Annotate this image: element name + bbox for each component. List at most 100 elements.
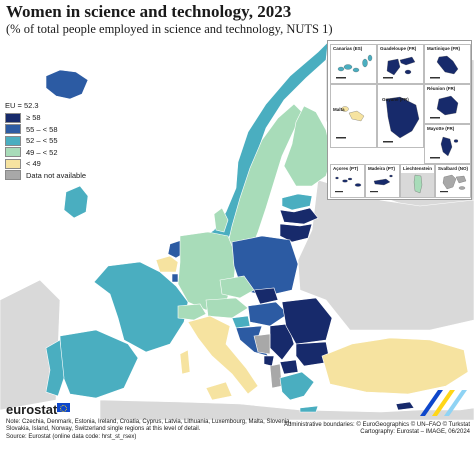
- island-shape: [436, 95, 459, 116]
- inset-canarias: Canarias (ES): [330, 44, 377, 84]
- scale-bar: [430, 117, 440, 119]
- eurostat-logo: eurostat: [6, 402, 58, 417]
- island-shape: [342, 179, 348, 183]
- island-shape: [347, 177, 353, 181]
- legend-eu-average: EU = 52.3: [5, 101, 39, 110]
- inset-label: Svalbard (NO): [438, 166, 469, 171]
- region-switzerland: [177, 303, 207, 321]
- region-belgium: [155, 255, 179, 273]
- region-denmark: [213, 207, 229, 233]
- region-bosnia-and-herzegovina: [253, 333, 271, 355]
- note-text: Note: Czechia, Denmark, Estonia, Ireland…: [6, 419, 292, 433]
- legend-label: 49 – < 52: [26, 147, 58, 157]
- region-slovenia: [231, 315, 251, 329]
- inset-malta-shapes: [341, 106, 365, 122]
- inset-acores: Açores (PT): [330, 164, 365, 198]
- legend-swatch: [5, 170, 21, 181]
- region-slovakia: [253, 287, 279, 305]
- legend-label: 52 – < 55: [26, 136, 58, 146]
- eu-flag-icon: [57, 403, 70, 412]
- scale-bar: [430, 77, 440, 79]
- scale-bar: [370, 191, 378, 193]
- region-spain: [59, 329, 139, 399]
- inset-canarias-shapes: [337, 54, 373, 73]
- island-shape: [354, 183, 362, 187]
- island-shape: [343, 64, 353, 70]
- scale-bar: [383, 77, 393, 79]
- legend-swatch: [5, 135, 21, 146]
- island-shape: [413, 174, 423, 194]
- scale-bar: [336, 77, 346, 79]
- region-latvia: [279, 207, 319, 225]
- credits-boundaries: Administrative boundaries: © EuroGeograp…: [283, 422, 470, 428]
- island-shape: [352, 67, 360, 73]
- inset-acores-shapes: [335, 176, 362, 187]
- inset-madeira-shapes: [373, 174, 393, 186]
- region-north-macedonia: [279, 359, 299, 375]
- inset-label: Madeira (PT): [368, 166, 396, 171]
- island-shape: [436, 55, 459, 75]
- inset-label: Guadeloupe (FR): [380, 46, 417, 51]
- region-t-rkiye: [321, 337, 469, 395]
- region-estonia: [281, 193, 313, 211]
- map-title: Women in science and technology, 2023: [6, 2, 292, 21]
- region-italy: [179, 315, 259, 401]
- inset-label: Malta: [333, 107, 345, 112]
- inset-madeira: Madeira (PT): [365, 164, 400, 198]
- inset-svalbard-shapes: [442, 174, 467, 190]
- inset-mayotte-shapes: [440, 136, 459, 157]
- legend-swatch: [5, 112, 21, 123]
- region-iceland: [45, 69, 89, 100]
- island-shape: [455, 175, 467, 184]
- region-portugal: [45, 339, 65, 397]
- inset-label: Açores (PT): [333, 166, 359, 171]
- inset-martinique-shapes: [436, 55, 459, 75]
- inset-label: Réunion (FR): [427, 86, 456, 91]
- region-bulgaria: [295, 341, 331, 367]
- scale-bar: [335, 191, 343, 193]
- scale-bar: [430, 157, 440, 159]
- region-montenegro: [263, 355, 275, 367]
- map-subtitle: (% of total people employed in science a…: [6, 22, 333, 36]
- legend-label: < 49: [26, 159, 41, 169]
- source-text: Source: Eurostat (online data code: hrst…: [6, 433, 137, 440]
- footnote: Note: Czechia, Denmark, Estonia, Ireland…: [6, 419, 306, 441]
- island-shape: [335, 176, 339, 180]
- legend-label: ≥ 58: [26, 113, 41, 123]
- inset-label: Martinique (FR): [427, 46, 460, 51]
- island-shape: [442, 174, 457, 190]
- inset-label: Canarias (ES): [333, 46, 363, 51]
- island-shape: [440, 136, 453, 157]
- inset-malta: Malta: [330, 84, 377, 148]
- island-shape: [385, 96, 420, 139]
- inset-martinique: Martinique (FR): [424, 44, 471, 84]
- island-shape: [389, 174, 393, 178]
- legend-item: Data not available: [5, 170, 86, 182]
- legend-label: 55 – < 58: [26, 124, 58, 134]
- legend-item: < 49: [5, 158, 86, 170]
- region-ireland: [63, 185, 89, 219]
- legend-swatch: [5, 124, 21, 135]
- legend-label: Data not available: [26, 170, 87, 180]
- legend-item: 55 – < 58: [5, 124, 86, 136]
- scale-bar: [383, 141, 393, 143]
- inset-reunion: Réunion (FR): [424, 84, 471, 124]
- scale-bar: [440, 191, 448, 193]
- inset-panel: Canarias (ES) Guadeloupe (FR) Martinique…: [327, 40, 472, 200]
- non-eu-land: [99, 399, 474, 421]
- legend-swatch: [5, 147, 21, 158]
- legend-item: 52 – < 55: [5, 135, 86, 147]
- inset-liechtenstein-shapes: [413, 174, 423, 194]
- island-shape: [348, 110, 365, 122]
- island-shape: [399, 56, 416, 66]
- inset-guadeloupe-shapes: [386, 56, 416, 76]
- scale-bar: [336, 137, 346, 139]
- corner-decoration: [420, 390, 467, 416]
- island-shape: [362, 58, 368, 68]
- legend-swatch: [5, 158, 21, 169]
- non-eu-land: [297, 179, 474, 331]
- region-czechia: [219, 275, 255, 299]
- region-albania: [269, 363, 283, 389]
- island-shape: [404, 69, 412, 75]
- island-shape: [341, 106, 349, 112]
